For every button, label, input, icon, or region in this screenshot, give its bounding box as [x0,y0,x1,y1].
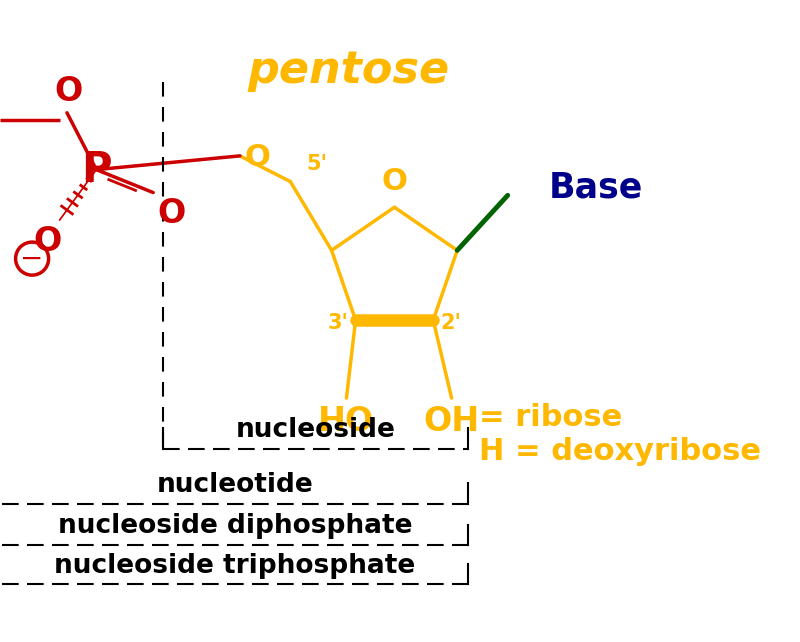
Text: nucleoside diphosphate: nucleoside diphosphate [58,514,412,539]
Text: nucleotide: nucleotide [157,472,313,498]
Text: 5': 5' [307,154,328,174]
Text: O: O [34,225,62,257]
Text: O: O [54,75,83,108]
Text: O: O [245,143,270,172]
Text: H = deoxyribose: H = deoxyribose [479,437,761,465]
Text: 2': 2' [441,313,462,333]
Text: pentose: pentose [247,49,450,92]
Text: = ribose: = ribose [479,403,622,431]
Text: OH: OH [423,405,480,438]
Text: O: O [382,168,407,196]
Text: 3': 3' [327,313,348,333]
Text: O: O [158,197,186,230]
Text: −: − [21,245,44,273]
Text: nucleoside: nucleoside [236,417,395,443]
Text: P: P [81,149,112,191]
Text: nucleoside triphosphate: nucleoside triphosphate [54,553,415,578]
Text: HO: HO [318,405,374,438]
Text: Base: Base [549,171,643,205]
